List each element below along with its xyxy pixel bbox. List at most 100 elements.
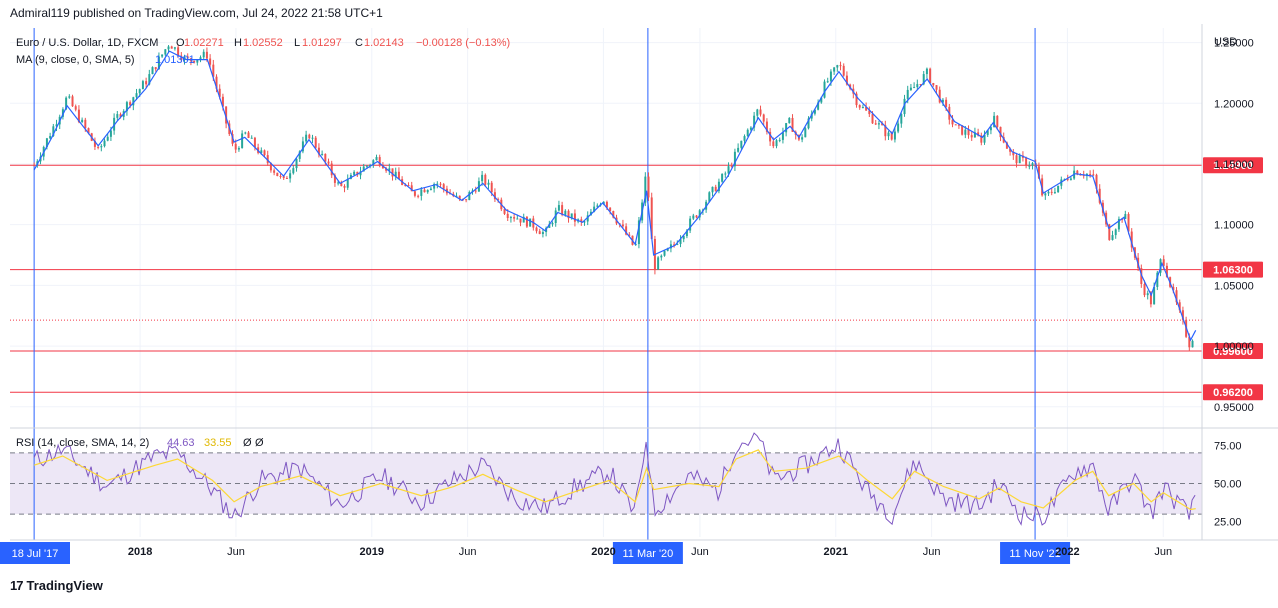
- footer-brand[interactable]: 17 TradingView: [10, 578, 103, 593]
- candle-body: [855, 93, 858, 106]
- candle-body: [1146, 293, 1149, 296]
- y-tick-label: 1.20000: [1214, 98, 1254, 110]
- candle-body: [484, 174, 487, 185]
- candle-body: [881, 123, 884, 126]
- candle-body: [746, 129, 749, 137]
- candle-body: [938, 89, 941, 103]
- candle-body: [49, 136, 52, 139]
- x-tick-label: 2020: [591, 546, 615, 558]
- x-tick-label: 2021: [824, 546, 848, 558]
- candle-body: [359, 171, 362, 176]
- candle-body: [727, 166, 730, 174]
- candle-body: [404, 184, 407, 186]
- rsi-tick-label: 75.00: [1214, 440, 1242, 452]
- candle-body: [829, 71, 832, 82]
- candle-body: [676, 243, 679, 245]
- candle-body: [1111, 235, 1114, 240]
- candle-body: [804, 128, 807, 138]
- candle-body: [548, 224, 551, 228]
- candle-body: [925, 68, 928, 75]
- candle-body: [170, 46, 173, 49]
- candle-body: [906, 89, 909, 99]
- candle-body: [327, 161, 330, 164]
- candle-body: [810, 113, 813, 119]
- candle-body: [529, 218, 532, 227]
- candle-body: [897, 123, 900, 132]
- legend-ma-label: MA (9, close, 0, SMA, 5): [16, 54, 135, 66]
- candle-body: [724, 173, 727, 175]
- candle-body: [605, 201, 608, 208]
- candle-body: [1175, 290, 1178, 303]
- candle-body: [385, 168, 388, 171]
- candle-body: [314, 137, 317, 148]
- candle-body: [1178, 302, 1181, 311]
- candle-body: [225, 106, 228, 124]
- candle-body: [1130, 231, 1133, 248]
- candle-body: [945, 99, 948, 107]
- candle-body: [52, 126, 55, 137]
- candle-body: [685, 230, 688, 237]
- x-tick-label: Jun: [459, 546, 477, 558]
- candle-body: [340, 182, 343, 187]
- candle-body: [65, 97, 68, 110]
- candle-body: [759, 109, 762, 115]
- price-series: [33, 44, 1197, 352]
- candle-body: [74, 106, 77, 110]
- level-label: 0.96200: [1213, 387, 1253, 399]
- candle-body: [1028, 165, 1031, 167]
- candle-body: [1012, 151, 1015, 156]
- candle-body: [337, 182, 340, 184]
- candle-body: [429, 188, 432, 190]
- candle-body: [375, 157, 378, 161]
- candle-body: [868, 110, 871, 115]
- candle-body: [87, 128, 90, 134]
- candle-body: [241, 133, 244, 148]
- candle-body: [628, 234, 631, 236]
- candle-body: [1181, 310, 1184, 320]
- candle-body: [308, 134, 311, 139]
- candle-body: [455, 195, 458, 197]
- candle-body: [1092, 174, 1095, 176]
- candle-body: [673, 244, 676, 246]
- candle-body: [916, 84, 919, 88]
- candle-body: [417, 195, 420, 197]
- candle-body: [874, 123, 877, 125]
- footer-brand-label: TradingView: [26, 578, 103, 593]
- candle-body: [721, 173, 724, 182]
- candle-body: [1047, 191, 1050, 194]
- candle-body: [714, 186, 717, 192]
- candle-body: [1063, 178, 1066, 180]
- horizontal-levels: 1.14900 1.06300 0.99600 0.96200: [10, 157, 1263, 401]
- candle-body: [391, 168, 394, 177]
- candle-body: [285, 178, 288, 180]
- candle-body: [698, 210, 701, 218]
- candle-body: [765, 121, 768, 132]
- candle-body: [84, 119, 87, 129]
- x-tick-label: Jun: [227, 546, 245, 558]
- x-tick-label: Jun: [923, 546, 941, 558]
- candle-body: [497, 199, 500, 201]
- candle-body: [909, 87, 912, 90]
- candle-body: [932, 82, 935, 86]
- candle-body: [423, 189, 426, 193]
- candle-body: [218, 88, 221, 97]
- candle-body: [273, 170, 276, 173]
- candle-body: [1153, 286, 1156, 305]
- legend-rsi-ma-value: 33.55: [204, 437, 232, 449]
- candle-body: [164, 49, 167, 55]
- legend-rsi-value: 44.63: [167, 437, 195, 449]
- candle-body: [295, 158, 298, 169]
- candle-body: [557, 205, 560, 211]
- candle-body: [893, 131, 896, 140]
- candle-body: [519, 218, 522, 223]
- candle-body: [564, 210, 567, 215]
- candle-body: [487, 182, 490, 185]
- candle-body: [346, 178, 349, 188]
- candle-body: [570, 213, 573, 219]
- candle-body: [177, 47, 180, 56]
- candle-body: [1025, 157, 1028, 166]
- candle-body: [106, 136, 109, 141]
- candle-body: [551, 223, 554, 225]
